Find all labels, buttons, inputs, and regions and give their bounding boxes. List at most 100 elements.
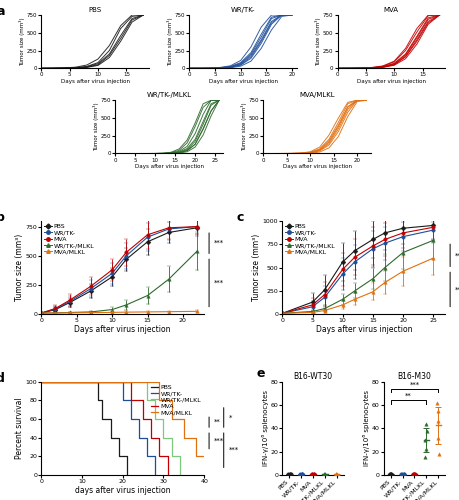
Point — [386, 470, 394, 478]
PBS — [95, 378, 101, 384]
Point — [297, 470, 304, 478]
MVA/MLKL — [206, 454, 211, 460]
MVA/MLKL — [193, 434, 199, 440]
Point — [332, 470, 339, 478]
Point — [298, 470, 306, 478]
MVA/MLKL — [149, 378, 154, 384]
Legend: PBS, WR/TK-, MVA, WR/TK-/MLKL, MVA/MLKL: PBS, WR/TK-, MVA, WR/TK-/MLKL, MVA/MLKL — [285, 224, 336, 254]
Point — [398, 470, 405, 478]
Point — [435, 406, 442, 414]
MVA/MLKL — [206, 472, 211, 478]
PBS — [95, 397, 101, 403]
Point — [320, 470, 328, 478]
Text: b: b — [0, 212, 5, 224]
MVA/MLKL — [181, 434, 186, 440]
Y-axis label: Tumor size (mm³): Tumor size (mm³) — [315, 18, 321, 66]
Point — [298, 470, 305, 478]
Title: MVA: MVA — [384, 7, 399, 13]
Point — [311, 470, 318, 478]
X-axis label: Days after virus injection: Days after virus injection — [135, 164, 204, 169]
Point — [386, 470, 393, 478]
MVA — [157, 454, 162, 460]
Text: **: ** — [405, 393, 412, 399]
Y-axis label: Tumor size (mm³): Tumor size (mm³) — [15, 234, 24, 301]
Point — [286, 470, 293, 478]
WR/TK- — [145, 434, 150, 440]
WR/TK- — [128, 397, 134, 403]
MVA — [124, 378, 129, 384]
Text: **: ** — [214, 419, 221, 425]
Y-axis label: Tumor size (mm³): Tumor size (mm³) — [168, 18, 174, 66]
Point — [410, 470, 417, 478]
X-axis label: Days after virus injection: Days after virus injection — [315, 325, 412, 334]
WR/TK- — [116, 378, 122, 384]
WR/TK-/MLKL — [161, 416, 166, 422]
Point — [285, 470, 293, 478]
WR/TK-/MLKL — [161, 434, 166, 440]
MVA — [149, 434, 154, 440]
WR/TK- — [120, 397, 125, 403]
Point — [387, 470, 395, 478]
Point — [435, 450, 442, 458]
Point — [310, 470, 318, 478]
Point — [333, 470, 341, 478]
Y-axis label: Tumor size (mm³): Tumor size (mm³) — [252, 234, 261, 301]
Title: B16-M30: B16-M30 — [397, 372, 431, 380]
Point — [297, 470, 304, 478]
Point — [388, 470, 395, 478]
Line: MVA/MLKL: MVA/MLKL — [41, 382, 208, 475]
MVA — [140, 416, 146, 422]
Point — [411, 470, 418, 478]
Y-axis label: IFN-γ/10⁶ splenocytes: IFN-γ/10⁶ splenocytes — [364, 390, 370, 466]
X-axis label: Days after virus injection: Days after virus injection — [283, 164, 352, 169]
Point — [421, 454, 429, 462]
Point — [398, 470, 405, 478]
Title: WR/TK-/MLKL: WR/TK-/MLKL — [147, 92, 192, 98]
X-axis label: Days after virus injection: Days after virus injection — [74, 325, 171, 334]
Y-axis label: Tumor size (mm³): Tumor size (mm³) — [241, 102, 247, 151]
Text: c: c — [237, 212, 244, 224]
WR/TK- — [120, 378, 125, 384]
Text: ***: *** — [214, 240, 224, 246]
Point — [412, 470, 419, 478]
Point — [308, 470, 315, 478]
MVA — [128, 397, 134, 403]
Point — [285, 470, 292, 478]
X-axis label: days after virus injection: days after virus injection — [75, 486, 170, 494]
WR/TK- — [152, 454, 158, 460]
MVA/MLKL — [39, 378, 44, 384]
WR/TK-/MLKL — [152, 397, 158, 403]
WR/TK- — [152, 472, 158, 478]
Point — [287, 470, 294, 478]
MVA — [124, 378, 129, 384]
Point — [308, 470, 316, 478]
X-axis label: Days after virus injection: Days after virus injection — [209, 79, 278, 84]
Point — [332, 470, 340, 478]
Point — [308, 470, 316, 478]
Legend: PBS, WR/TK-, WR/TK-/MLKL, MVA, MVA/MLKL: PBS, WR/TK-, WR/TK-/MLKL, MVA, MVA/MLKL — [151, 384, 201, 416]
WR/TK- — [116, 378, 122, 384]
Point — [435, 417, 442, 425]
X-axis label: Days after virus injection: Days after virus injection — [61, 79, 129, 84]
Text: ***: *** — [409, 382, 420, 388]
Point — [321, 470, 329, 478]
WR/TK- — [136, 434, 142, 440]
PBS — [116, 454, 122, 460]
MVA — [157, 434, 162, 440]
Title: MVA/MLKL: MVA/MLKL — [300, 92, 335, 98]
Title: WR/TK-: WR/TK- — [231, 7, 256, 13]
WR/TK- — [39, 378, 44, 384]
Text: e: e — [257, 368, 265, 380]
WR/TK- — [128, 416, 134, 422]
Point — [321, 470, 328, 478]
PBS — [100, 416, 105, 422]
Y-axis label: IFN-γ/10⁶ splenocytes: IFN-γ/10⁶ splenocytes — [262, 390, 269, 466]
Point — [333, 470, 340, 478]
Text: *: * — [229, 414, 232, 420]
PBS — [124, 472, 129, 478]
Point — [387, 470, 395, 478]
MVA — [140, 397, 146, 403]
Point — [400, 470, 408, 478]
PBS — [91, 378, 97, 384]
Text: ***: *** — [214, 438, 224, 444]
